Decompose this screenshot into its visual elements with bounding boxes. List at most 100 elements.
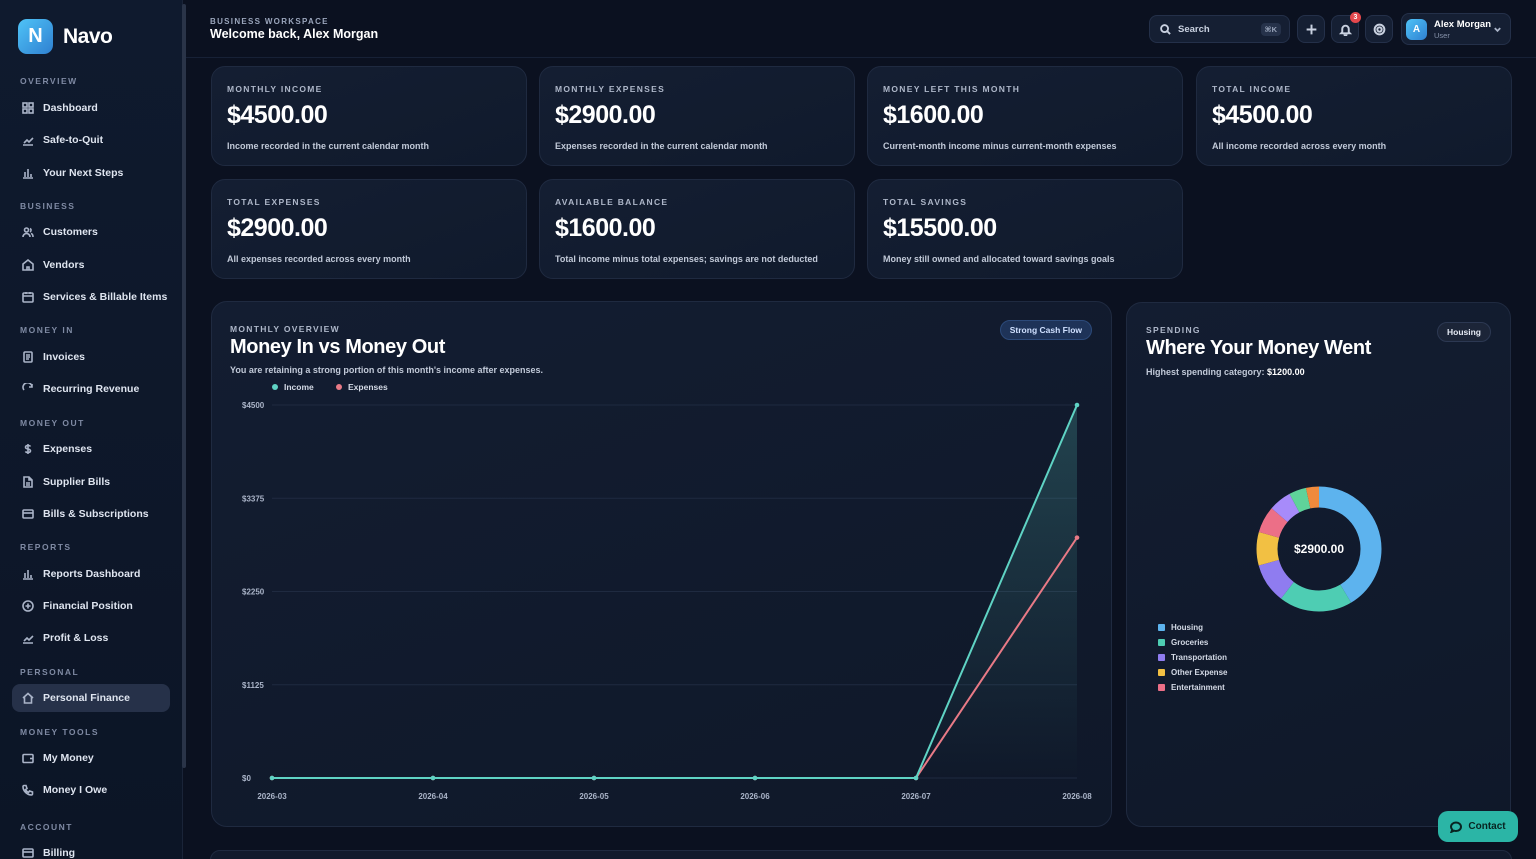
sidebar-item-label: Bills & Subscriptions: [43, 508, 149, 520]
y-tick-label: $4500: [242, 401, 265, 410]
stat-description: Money still owned and allocated toward s…: [883, 254, 1115, 264]
sidebar-item-label: Personal Finance: [43, 692, 130, 704]
brand[interactable]: N Navo: [18, 19, 113, 54]
sidebar-item-label: Vendors: [43, 259, 85, 271]
stat-label: MONTHLY INCOME: [227, 84, 323, 94]
legend-label: Housing: [1171, 623, 1203, 632]
stat-card-total-savings: TOTAL SAVINGS $15500.00 Money still owne…: [867, 179, 1183, 279]
legend-item: Groceries: [1158, 638, 1208, 647]
data-point-income: [269, 775, 275, 781]
contact-button[interactable]: Contact: [1438, 811, 1518, 842]
legend-label: Other Expense: [1171, 668, 1228, 677]
file-icon: [23, 476, 33, 488]
stat-description: Expenses recorded in the current calenda…: [555, 141, 768, 151]
sidebar-scrollbar[interactable]: [182, 4, 186, 768]
highest-category-value: $1200.00: [1267, 367, 1305, 377]
sidebar: N Navo OVERVIEW Dashboard Safe-to-Quit Y…: [0, 0, 183, 859]
legend-expenses: Expenses: [336, 382, 388, 392]
legend-income: Income: [272, 382, 314, 392]
sidebar-item-recurring-revenue[interactable]: Recurring Revenue: [12, 375, 170, 403]
sidebar-item-personal-finance[interactable]: Personal Finance: [12, 684, 170, 712]
legend-item: Housing: [1158, 623, 1203, 632]
settings-button[interactable]: [1365, 15, 1393, 43]
stat-value: $2900.00: [555, 101, 656, 129]
line-chart: $0 $1125 $2250 $3375 $4500 2026-03 2026-04 2026…: [242, 401, 1092, 801]
stat-label: TOTAL SAVINGS: [883, 197, 968, 207]
monthly-overview-panel: MONTHLY OVERVIEW Money In vs Money Out Y…: [211, 301, 1112, 827]
stat-label: AVAILABLE BALANCE: [555, 197, 669, 207]
sidebar-item-billing[interactable]: Billing: [12, 839, 170, 859]
notification-badge: 3: [1350, 12, 1361, 23]
section-business: BUSINESS: [20, 201, 76, 211]
legend-label: Income: [284, 382, 314, 392]
chat-icon: [1450, 820, 1463, 833]
status-badge: Strong Cash Flow: [999, 320, 1092, 340]
stat-card-monthly-expenses: MONTHLY EXPENSES $2900.00 Expenses recor…: [539, 66, 855, 166]
sidebar-item-services[interactable]: Services & Billable Items: [12, 283, 170, 311]
bar-chart-icon: [23, 169, 33, 179]
stat-card-total-expenses: TOTAL EXPENSES $2900.00 All expenses rec…: [211, 179, 527, 279]
phone-icon: [22, 784, 34, 796]
brand-logo: N: [18, 19, 53, 54]
panel-title: Money In vs Money Out: [230, 336, 445, 358]
x-tick-label: 2026-05: [579, 792, 609, 801]
legend-label: Transportation: [1171, 653, 1228, 662]
sidebar-item-reports-dashboard[interactable]: Reports Dashboard: [12, 560, 170, 588]
stat-value: $15500.00: [883, 214, 997, 242]
search-input[interactable]: Search ⌘K: [1149, 15, 1290, 43]
x-tick-label: 2026-08: [1062, 792, 1092, 801]
refresh-icon: [22, 383, 33, 391]
chevron-down-icon: [1494, 27, 1501, 33]
stat-description: Income recorded in the current calendar …: [227, 141, 430, 151]
search-icon: [1160, 23, 1171, 35]
sidebar-item-safe-to-quit[interactable]: Safe-to-Quit: [12, 126, 170, 154]
section-overview: OVERVIEW: [20, 76, 78, 86]
data-point-income: [752, 775, 758, 781]
stat-label: TOTAL EXPENSES: [227, 197, 321, 207]
sidebar-item-vendors[interactable]: Vendors: [12, 251, 170, 279]
sidebar-item-money-i-owe[interactable]: Money I Owe: [12, 776, 170, 804]
sidebar-item-label: Reports Dashboard: [43, 568, 141, 580]
data-point-income: [591, 775, 597, 781]
stat-value: $4500.00: [1212, 101, 1313, 129]
sidebar-item-label: Services & Billable Items: [43, 291, 168, 303]
sidebar-item-label: Your Next Steps: [43, 167, 124, 179]
add-button[interactable]: [1297, 15, 1325, 43]
legend-swatch: [1158, 684, 1165, 691]
income-area: [272, 405, 1077, 778]
avatar: A: [1406, 19, 1427, 40]
stat-label: TOTAL INCOME: [1212, 84, 1292, 94]
sidebar-item-supplier-bills[interactable]: Supplier Bills: [12, 468, 170, 496]
sidebar-item-invoices[interactable]: Invoices: [12, 343, 170, 371]
brand-name: Navo: [63, 24, 113, 48]
legend-item: Entertainment: [1158, 683, 1225, 692]
sidebar-item-next-steps[interactable]: Your Next Steps: [12, 159, 170, 187]
legend-item: Other Expense: [1158, 668, 1227, 677]
sidebar-item-customers[interactable]: Customers: [12, 218, 170, 246]
legend-swatch: [336, 384, 342, 390]
data-point-income: [430, 775, 436, 781]
stat-description: All income recorded across every month: [1212, 141, 1387, 151]
sidebar-item-bills-subscriptions[interactable]: Bills & Subscriptions: [12, 500, 170, 528]
section-money-tools: MONEY TOOLS: [20, 727, 100, 737]
sidebar-item-label: Dashboard: [43, 102, 98, 114]
user-name: Alex Morgan: [1434, 19, 1492, 30]
sidebar-item-my-money[interactable]: My Money: [12, 744, 170, 772]
contact-label: Contact: [1468, 821, 1506, 832]
sidebar-item-profit-loss[interactable]: Profit & Loss: [12, 624, 170, 652]
legend-swatch: [272, 384, 278, 390]
y-tick-label: $3375: [242, 494, 265, 503]
plus-icon: [1306, 24, 1316, 34]
sidebar-item-dashboard[interactable]: Dashboard: [12, 94, 170, 122]
sidebar-item-label: Safe-to-Quit: [43, 134, 104, 146]
user-menu[interactable]: A Alex Morgan User: [1401, 13, 1511, 45]
donut-slice: [1256, 486, 1382, 612]
x-tick-label: 2026-04: [418, 792, 448, 801]
sidebar-item-financial-position[interactable]: Financial Position: [12, 592, 170, 620]
sidebar-item-label: Expenses: [43, 443, 93, 455]
sidebar-item-expenses[interactable]: Expenses: [12, 435, 170, 463]
notifications-button[interactable]: 3: [1331, 12, 1361, 43]
circle-plus-icon: [22, 600, 34, 612]
grid-icon: [22, 102, 34, 114]
data-point-income: [913, 775, 919, 781]
